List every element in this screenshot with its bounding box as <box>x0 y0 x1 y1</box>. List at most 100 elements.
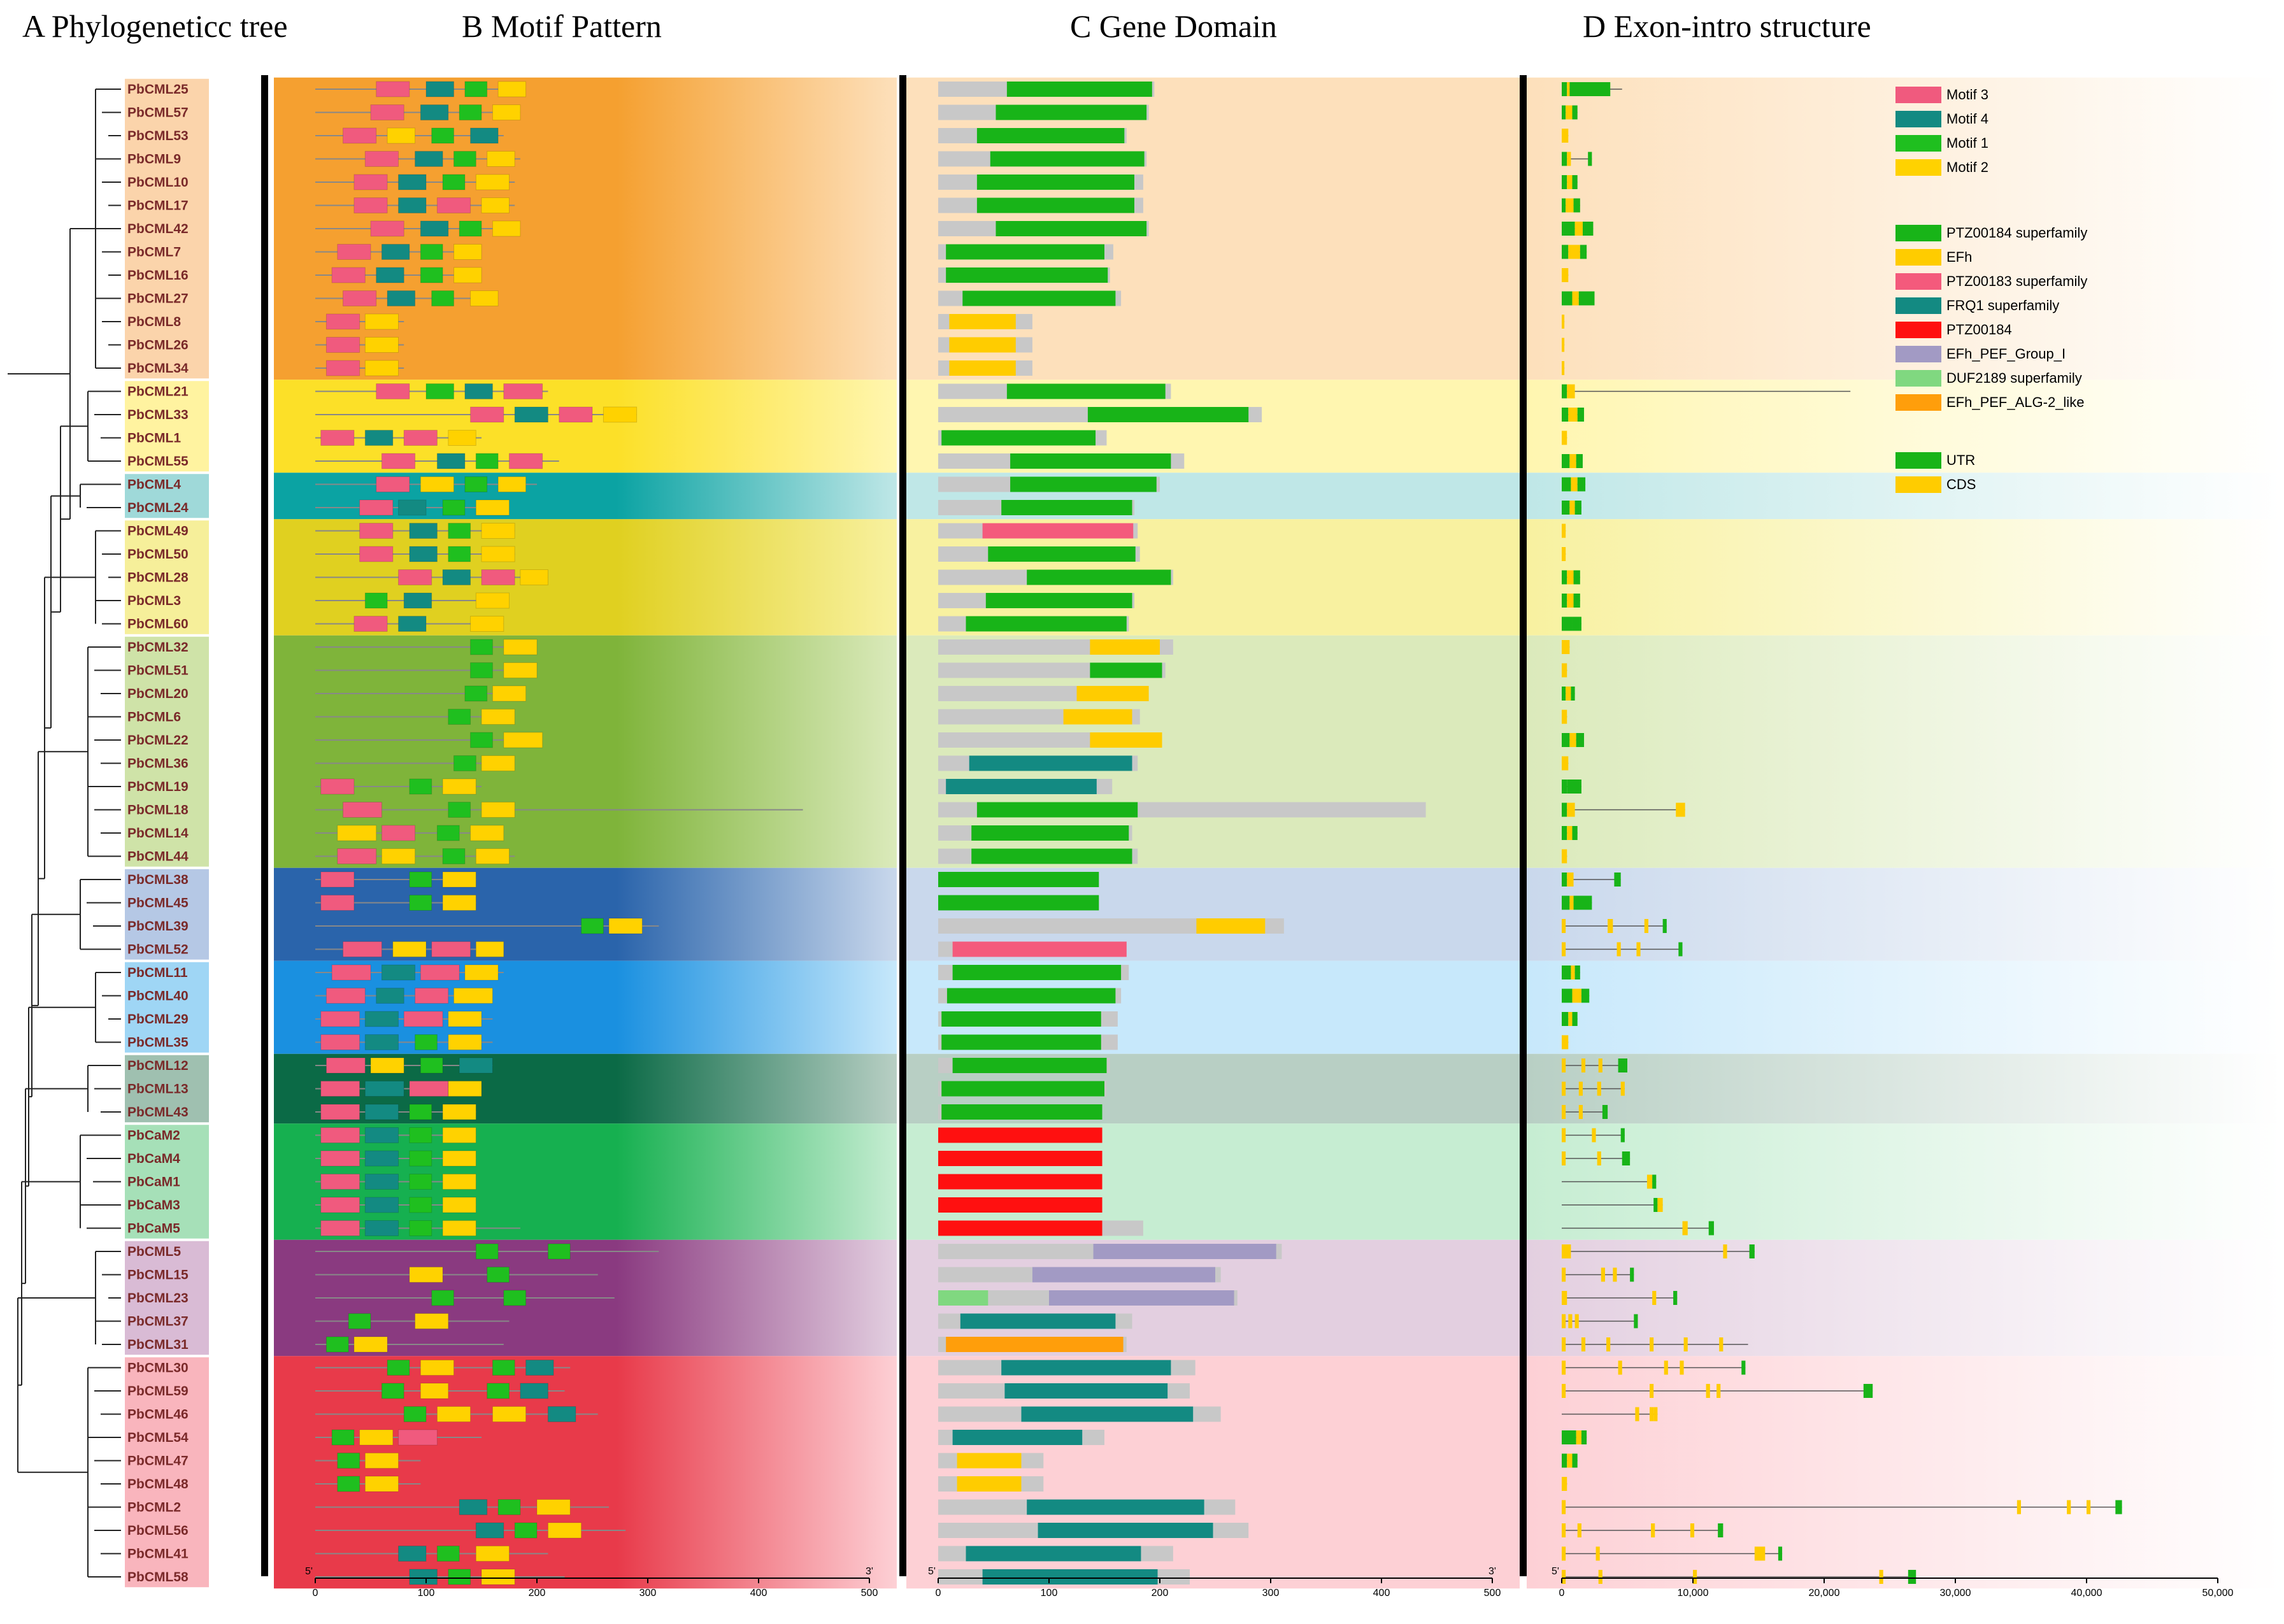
domain-axis-start: 5' <box>928 1566 936 1577</box>
FRQ1_superfamily-domain <box>966 1546 1141 1562</box>
gene-label: PbCML47 <box>127 1454 189 1469</box>
cds-block <box>1566 105 1573 120</box>
cds-block <box>1562 1267 1566 1282</box>
cds-block <box>1574 1314 1579 1328</box>
gene-label: PbCML19 <box>127 780 189 794</box>
cds-block <box>1569 454 1576 468</box>
motif1-box <box>514 1522 538 1539</box>
motif3-box <box>436 197 471 213</box>
cds-block <box>1676 802 1685 817</box>
FRQ1_superfamily-domain <box>1021 1406 1194 1422</box>
cds-block <box>1574 222 1583 236</box>
motif4-box <box>364 1150 399 1167</box>
cds-block <box>1597 1081 1601 1096</box>
motif3-box <box>370 220 404 237</box>
legend-motif-label: Motif 2 <box>1946 159 1988 175</box>
gene-label: PbCaM3 <box>127 1198 180 1213</box>
gene-label: PbCML17 <box>127 199 189 213</box>
cds-block <box>1578 1105 1583 1119</box>
motif4-box <box>364 1220 399 1236</box>
gene-label: PbCML23 <box>127 1291 189 1306</box>
gene-label: PbCML10 <box>127 175 189 190</box>
utr-block <box>1580 245 1587 259</box>
motif3-box <box>420 964 460 981</box>
axes: 0 100 200 300 400 500 5' 3' 0 100 200 300 400 500 5' 3'… <box>305 1566 2234 1599</box>
motif4-box <box>415 151 443 167</box>
motif4-box <box>409 1569 438 1585</box>
utr-block <box>1708 1221 1714 1236</box>
gene-label: PbCML39 <box>127 919 189 934</box>
motif2-box <box>448 1011 482 1027</box>
utr-block <box>1614 873 1621 887</box>
label-bg-yellow <box>125 381 209 472</box>
legend-structure-label: UTR <box>1946 452 1975 468</box>
cds-block <box>1572 988 1581 1003</box>
cds-block <box>1617 942 1621 957</box>
motif4-box <box>387 290 416 306</box>
motif4-box <box>364 1104 399 1120</box>
PTZ00184-domain <box>938 1127 1103 1143</box>
panel-c-title: C Gene Domain <box>1070 8 1277 44</box>
cds-block <box>1562 129 1569 143</box>
cds-block <box>2087 1500 2091 1514</box>
PTZ00184_superfamily-domain <box>946 244 1104 260</box>
gene-label: PbCML4 <box>127 478 181 492</box>
domain-tick-label: 200 <box>1152 1588 1169 1599</box>
label-bg-sky <box>125 962 209 1053</box>
cds-block <box>1613 1267 1617 1282</box>
utr-block <box>1863 1384 1873 1398</box>
motif2-box <box>547 1522 582 1539</box>
utr-block <box>1634 1314 1638 1328</box>
label-bg-navy <box>125 869 209 960</box>
gene-label: PbCML14 <box>127 826 189 841</box>
gene-label: PbCML35 <box>127 1036 189 1050</box>
motif4-box <box>547 1406 576 1422</box>
motif1-box <box>448 546 471 562</box>
cds-block <box>1562 1570 1566 1584</box>
motif1-box <box>420 1057 443 1074</box>
motif1-box <box>409 778 432 795</box>
motif3-box <box>343 290 377 306</box>
motif4-box <box>520 1383 548 1399</box>
motif3-box <box>359 499 394 516</box>
motif3-box <box>364 151 399 167</box>
motif2-box <box>364 337 399 353</box>
utr-block <box>1562 175 1567 189</box>
gene-label: PbCML26 <box>127 338 189 353</box>
motif2-box <box>470 290 499 306</box>
cds-block <box>1644 919 1648 933</box>
utr-block <box>1562 384 1567 399</box>
cds-block <box>1581 1337 1586 1351</box>
motif4-box <box>420 104 449 120</box>
cds-block <box>1566 198 1574 213</box>
motif1-box <box>470 732 493 748</box>
motif2-box <box>442 1197 476 1213</box>
utr-block <box>1562 198 1566 213</box>
separator-c <box>1520 75 1527 1576</box>
cds-block <box>1650 1384 1654 1398</box>
utr-block <box>1908 1570 1916 1584</box>
motif-tracks <box>315 81 803 1585</box>
gene-label: PbCML31 <box>127 1337 189 1352</box>
motif3-box <box>325 337 360 353</box>
PTZ00184_superfamily-domain <box>971 825 1129 841</box>
legend-domain-label: EFh <box>1946 249 1972 265</box>
motif2-box <box>453 988 493 1004</box>
cds-block <box>1578 1081 1583 1096</box>
cds-block <box>1601 1267 1605 1282</box>
motif1-box <box>409 895 432 911</box>
motif2-box <box>481 546 515 562</box>
motif2-box <box>442 1127 476 1143</box>
motif-tick-label: 400 <box>750 1588 767 1599</box>
motif3-box <box>325 313 360 330</box>
label-bg-green2 <box>125 1125 209 1239</box>
motif3-box <box>431 941 471 957</box>
motif1-box <box>464 476 488 492</box>
EFh_PEF_ALG_like-domain <box>946 1337 1124 1352</box>
cds-block <box>1562 1337 1566 1351</box>
motif3-box <box>470 406 504 423</box>
separator-b <box>899 75 906 1576</box>
panel-b-title: B Motif Pattern <box>462 8 662 44</box>
label-bg-olive <box>125 520 209 634</box>
FRQ1_superfamily-domain <box>946 779 1097 794</box>
